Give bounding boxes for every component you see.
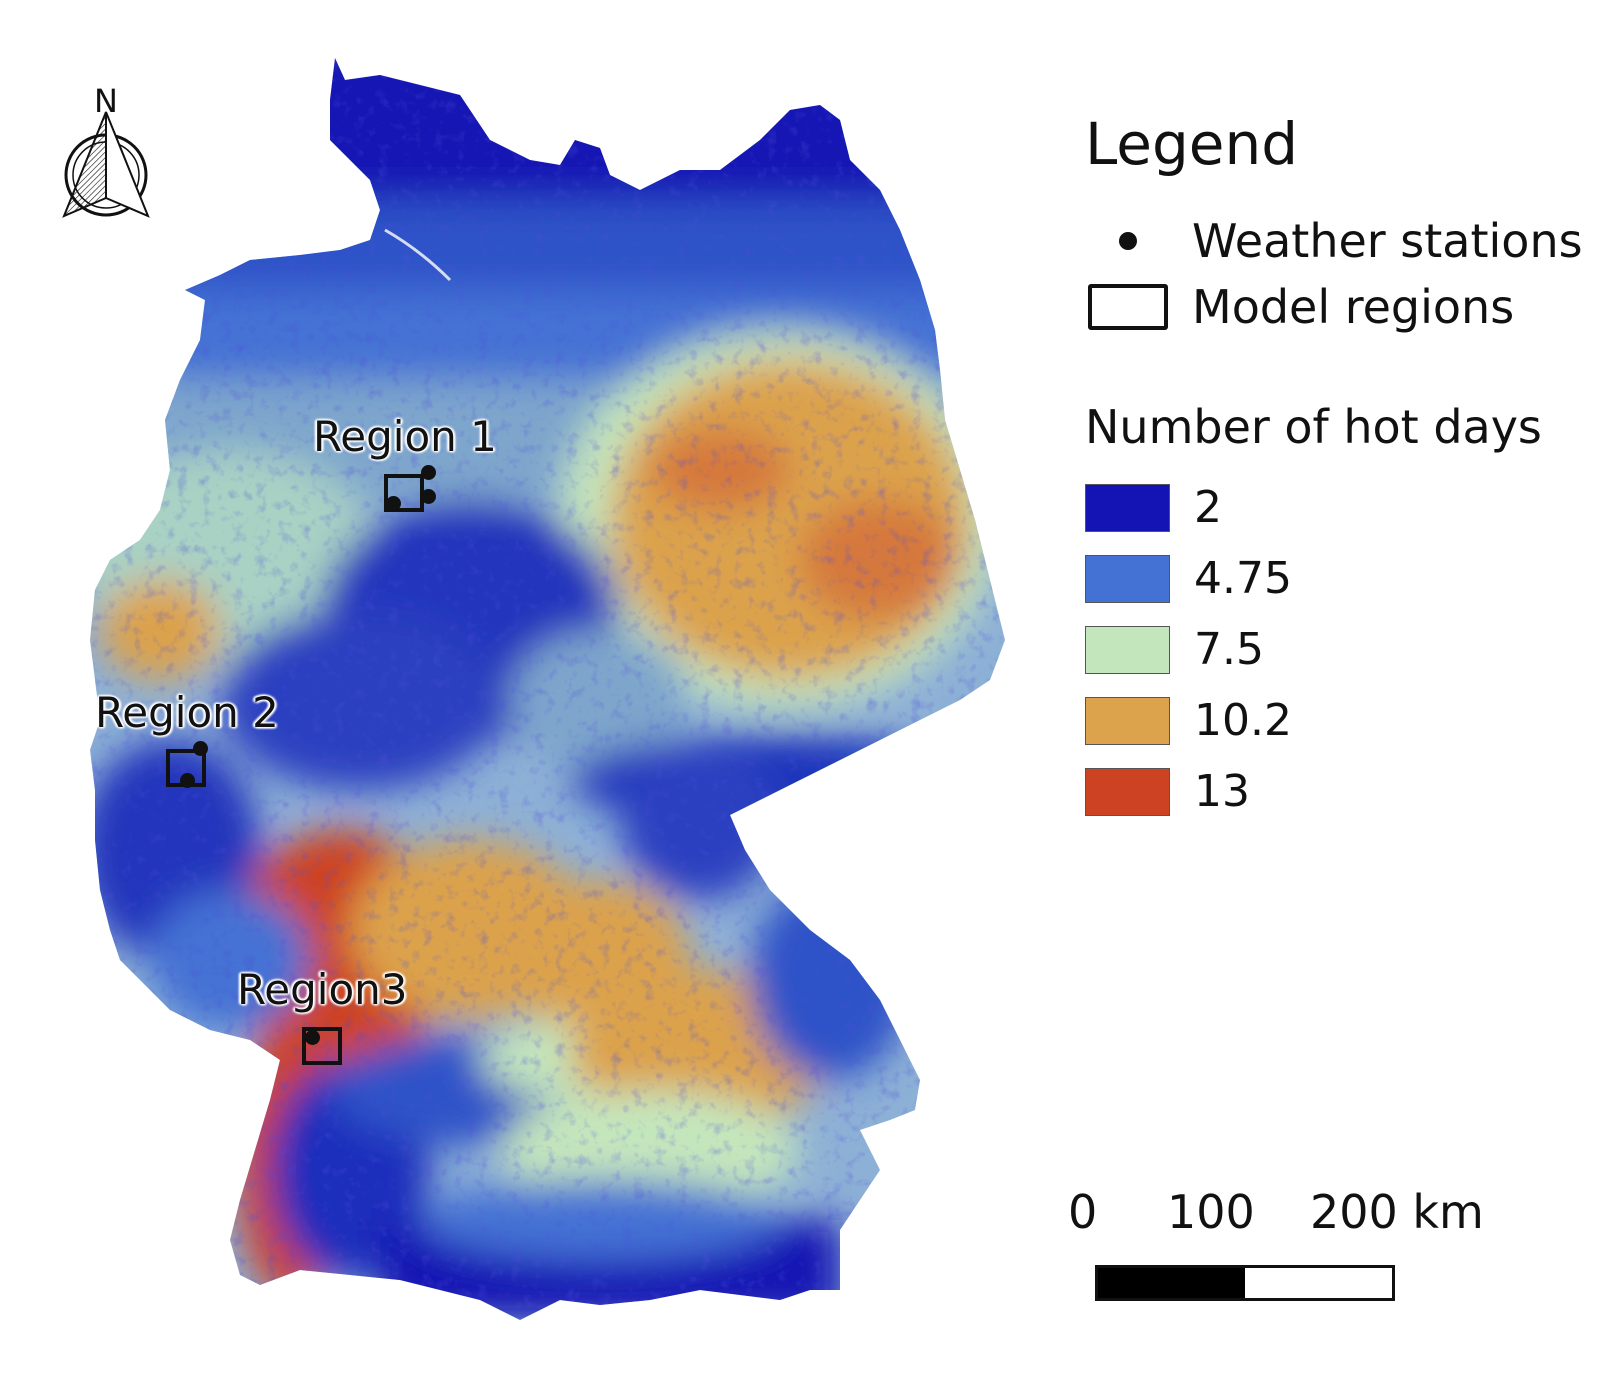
model-region-rectangle-icon <box>1087 284 1168 330</box>
legend-title: Legend <box>1085 110 1299 178</box>
color-swatch <box>1085 625 1170 674</box>
class-value: 7.5 <box>1194 624 1264 675</box>
region-3-box[interactable] <box>302 1027 342 1065</box>
color-swatch <box>1085 767 1170 816</box>
scale-segment-white <box>1245 1268 1392 1298</box>
color-swatch <box>1085 554 1170 603</box>
hot-days-class: 13 <box>1085 756 1605 827</box>
hot-days-class: 7.5 <box>1085 614 1605 685</box>
legend-item-label: Model regions <box>1192 280 1515 334</box>
hot-days-map <box>90 58 1005 1320</box>
class-value: 10.2 <box>1194 695 1292 746</box>
region-3-label: Region3 <box>237 965 408 1014</box>
weather-station-marker[interactable] <box>421 465 436 480</box>
hot-days-class: 4.75 <box>1085 543 1605 614</box>
color-swatch <box>1085 696 1170 745</box>
legend-item-label: Weather stations <box>1192 214 1583 268</box>
north-arrow-icon <box>62 111 150 218</box>
class-value: 2 <box>1194 482 1222 533</box>
hot-days-classes: 2 4.75 7.5 10.2 13 <box>1085 472 1605 827</box>
hot-days-class: 2 <box>1085 472 1605 543</box>
weather-station-marker[interactable] <box>386 496 401 511</box>
scale-bar-graphic <box>1095 1265 1395 1301</box>
north-arrow-label: N <box>94 82 118 120</box>
hot-days-class: 10.2 <box>1085 685 1605 756</box>
scale-label-200-km: 200 km <box>1310 1185 1484 1239</box>
legend-item-model-regions: Model regions <box>1085 274 1605 340</box>
weather-station-marker[interactable] <box>421 489 436 504</box>
region-2-label: Region 2 <box>95 688 279 737</box>
weather-station-marker[interactable] <box>305 1030 320 1045</box>
scale-segment-black <box>1098 1268 1245 1298</box>
weather-station-dot-icon <box>1118 232 1137 250</box>
color-swatch <box>1085 483 1170 532</box>
scale-label-100: 100 <box>1167 1185 1255 1239</box>
weather-station-marker[interactable] <box>193 741 208 756</box>
scale-label-0: 0 <box>1068 1185 1098 1239</box>
weather-station-marker[interactable] <box>180 773 195 788</box>
class-value: 13 <box>1194 766 1250 817</box>
class-value: 4.75 <box>1194 553 1292 604</box>
region-1-label: Region 1 <box>313 412 497 461</box>
legend-panel: Legend Weather stations Model regions Nu… <box>1085 110 1605 827</box>
legend-item-weather-stations: Weather stations <box>1085 208 1605 274</box>
scale-bar: 0 100 200 km <box>1068 1185 1500 1305</box>
hot-days-legend-title: Number of hot days <box>1085 400 1542 454</box>
